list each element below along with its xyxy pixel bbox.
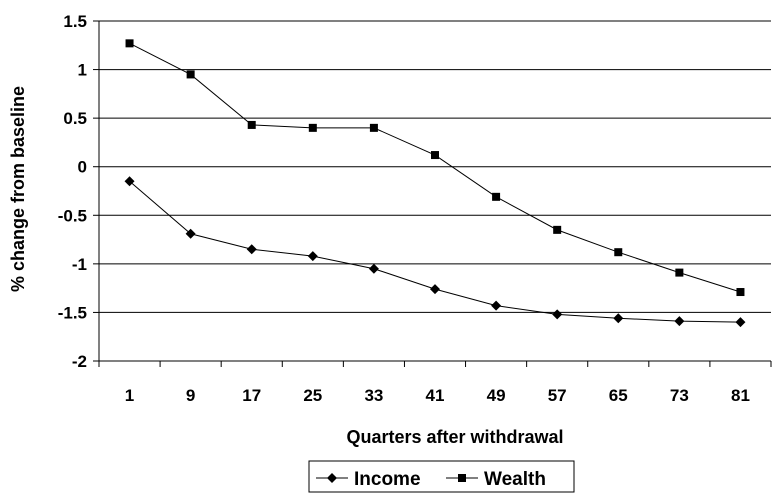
data-point-income — [735, 317, 746, 328]
data-point-wealth — [675, 268, 684, 277]
y-axis-title: % change from baseline — [8, 86, 28, 292]
data-point-income — [674, 316, 685, 327]
x-tick-label: 73 — [670, 386, 689, 405]
y-tick-label: 0.5 — [63, 109, 87, 128]
x-tick-label: 17 — [242, 386, 261, 405]
data-point-wealth — [736, 288, 745, 297]
axes — [93, 20, 772, 367]
gridlines — [99, 20, 771, 362]
data-point-wealth — [492, 192, 501, 201]
data-point-income — [430, 284, 440, 295]
y-tick-label: -2 — [72, 352, 87, 371]
data-point-income — [124, 176, 135, 187]
x-tick-label: 65 — [609, 386, 628, 405]
series-line-income — [129, 180, 741, 323]
data-point-income — [246, 244, 257, 255]
x-tick-label: 49 — [487, 386, 506, 405]
y-tick-label: 1 — [78, 61, 87, 80]
legend-diamond-icon — [327, 473, 337, 483]
data-point-wealth — [247, 120, 256, 129]
legend-square-icon — [458, 474, 466, 482]
y-tick-label: -0.5 — [58, 206, 87, 225]
x-tick-label: 81 — [731, 386, 750, 405]
legend-label-income: Income — [354, 469, 421, 490]
legend-label-wealth: Wealth — [484, 469, 546, 490]
data-point-income — [307, 251, 318, 262]
x-tick-label: 25 — [303, 386, 322, 405]
y-tick-label: 0 — [78, 158, 87, 177]
data-point-income — [368, 263, 379, 274]
data-point-income — [185, 228, 196, 239]
x-axis-title: Quarters after withdrawal — [346, 427, 563, 447]
x-tick-label: 57 — [548, 386, 567, 405]
data-point-wealth — [369, 123, 378, 132]
legend: Income Wealth — [308, 460, 575, 493]
y-tick-label: 1.5 — [63, 12, 87, 31]
data-point-wealth — [125, 39, 134, 48]
data-point-wealth — [614, 248, 623, 257]
x-tick-label: 1 — [125, 386, 134, 405]
x-tick-label: 41 — [426, 386, 445, 405]
data-point-wealth — [553, 225, 562, 234]
data-point-wealth — [308, 123, 317, 132]
data-point-income — [491, 300, 502, 311]
data-point-income — [613, 313, 624, 324]
data-point-wealth — [186, 70, 195, 79]
y-tick-label: -1 — [72, 255, 87, 274]
y-tick-label: -1.5 — [58, 303, 87, 322]
x-tick-label: 33 — [364, 386, 383, 405]
data-point-income — [552, 309, 563, 320]
series-line-wealth — [129, 42, 741, 293]
x-tick-labels: 1 9 17 25 33 41 49 57 65 73 81 — [125, 386, 750, 405]
x-tick-label: 9 — [186, 386, 195, 405]
y-tick-labels: 1.5 1 0.5 0 -0.5 -1 -1.5 -2 — [58, 12, 87, 371]
series-group — [124, 39, 746, 328]
legend-box — [308, 460, 575, 493]
data-point-wealth — [431, 151, 439, 160]
